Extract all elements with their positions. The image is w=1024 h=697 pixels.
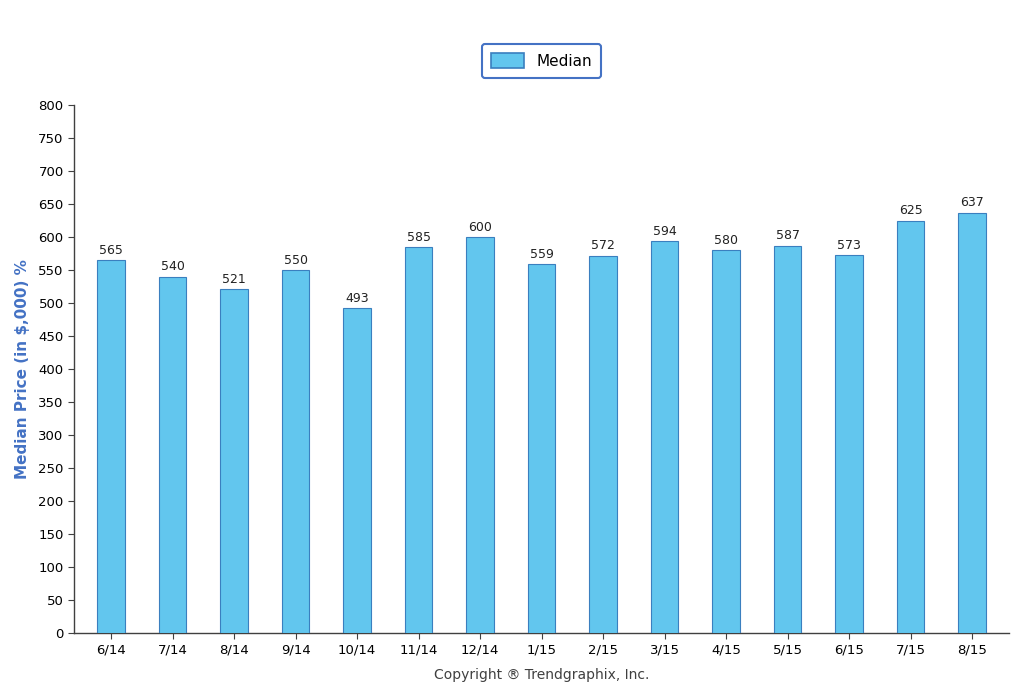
Text: 573: 573 [838, 238, 861, 252]
Text: 540: 540 [161, 261, 184, 273]
Bar [589, 256, 616, 634]
Legend: Median: Median [481, 44, 601, 78]
Bar [220, 289, 248, 634]
Bar [527, 264, 555, 634]
Text: 559: 559 [529, 248, 554, 261]
Bar [343, 308, 371, 634]
Text: 625: 625 [899, 204, 923, 217]
Text: 550: 550 [284, 254, 307, 267]
Text: 493: 493 [345, 291, 369, 305]
Text: 565: 565 [99, 244, 123, 257]
Y-axis label: Median Price (in $,000) %: Median Price (in $,000) % [15, 259, 30, 479]
Bar [836, 255, 863, 634]
Bar [958, 213, 986, 634]
Bar [97, 260, 125, 634]
Text: 580: 580 [714, 234, 738, 247]
Bar [897, 221, 925, 634]
Text: 585: 585 [407, 231, 430, 244]
Bar [159, 277, 186, 634]
Text: 637: 637 [961, 197, 984, 209]
Bar [404, 247, 432, 634]
Text: 600: 600 [468, 221, 492, 233]
Bar [774, 246, 802, 634]
Text: 572: 572 [591, 239, 615, 252]
Bar [713, 250, 740, 634]
Text: 521: 521 [222, 273, 246, 286]
Text: 594: 594 [652, 225, 677, 238]
Bar [282, 270, 309, 634]
Bar [466, 237, 494, 634]
Bar [650, 241, 679, 634]
X-axis label: Copyright ® Trendgraphix, Inc.: Copyright ® Trendgraphix, Inc. [434, 668, 649, 682]
Text: 587: 587 [775, 229, 800, 243]
